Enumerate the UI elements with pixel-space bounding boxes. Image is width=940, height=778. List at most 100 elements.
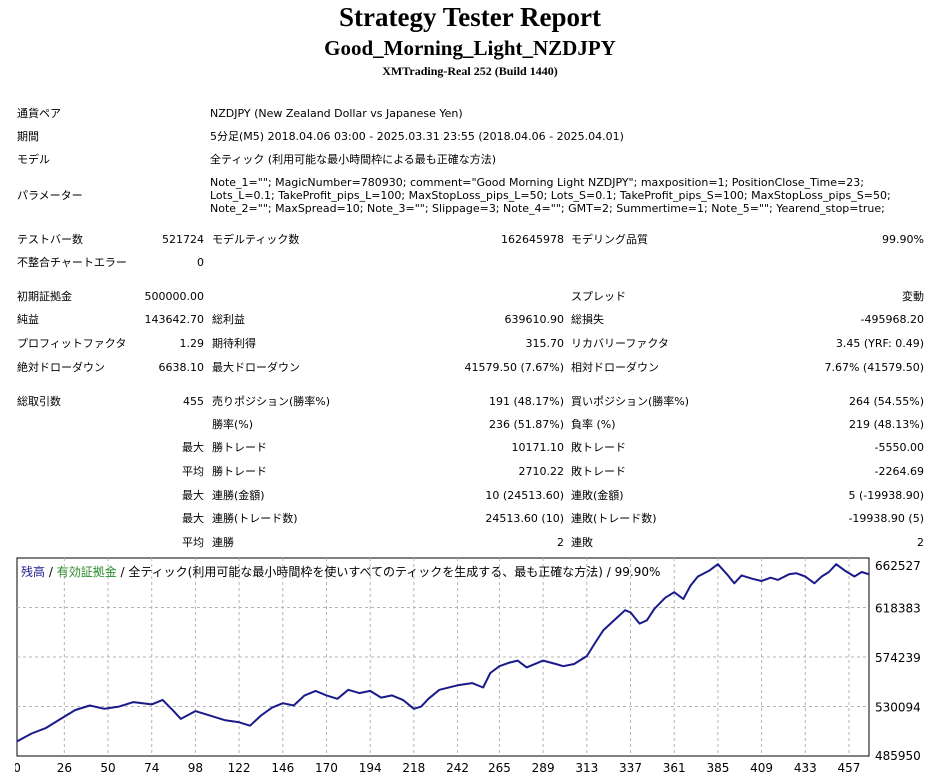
spread-value: 変動 bbox=[902, 290, 924, 303]
model-value: 全ティック (利用可能な最小時間枠による最も正確な方法) bbox=[210, 153, 497, 166]
abs-dd-value: 6638.10 bbox=[158, 361, 205, 374]
trades-label: 総取引数 bbox=[17, 395, 61, 408]
win-pct-label: 勝率(%) bbox=[212, 418, 254, 431]
cons-win-amt-label: 連勝(金額) bbox=[212, 489, 265, 502]
x-tick-label: 218 bbox=[402, 761, 425, 775]
balance-chart-svg: 662527 618383 574239 530094 485950 0 26 50 74 98 1… bbox=[15, 557, 921, 775]
recovery-label: リカバリーファクタ bbox=[571, 337, 669, 350]
max-win-label: 勝トレード bbox=[212, 441, 267, 454]
legend-equity: 有効証拠金 bbox=[56, 565, 117, 579]
legend-separator: / bbox=[602, 565, 615, 579]
x-tick-label: 385 bbox=[706, 761, 729, 775]
x-tick-label: 0 bbox=[15, 761, 21, 775]
net-value: 143642.70 bbox=[144, 313, 205, 326]
pf-value: 1.29 bbox=[179, 337, 205, 350]
x-tick-label: 361 bbox=[663, 761, 686, 775]
avg-label: 平均 bbox=[182, 465, 204, 478]
period-value: 5分足(M5) 2018.04.06 03:00 - 2025.03.31 23… bbox=[210, 130, 624, 143]
loss-pct-value: 219 (48.13%) bbox=[848, 418, 924, 431]
max-label: 最大 bbox=[182, 441, 204, 454]
legend-quality: 99.90% bbox=[614, 565, 661, 579]
x-tick-label: 242 bbox=[446, 761, 469, 775]
avg-loss-label: 敗トレード bbox=[571, 465, 626, 478]
long-value: 264 (54.55%) bbox=[848, 395, 924, 408]
x-tick-label: 98 bbox=[188, 761, 203, 775]
avg-cons-win-label: 連勝 bbox=[212, 536, 234, 549]
avg-win-label: 勝トレード bbox=[212, 465, 267, 478]
short-value: 191 (48.17%) bbox=[488, 395, 564, 408]
cons-loss-amt-value: 5 (-19938.90) bbox=[848, 489, 924, 502]
max-dd-label: 最大ドローダウン bbox=[212, 361, 300, 374]
legend-balance: 残高 bbox=[21, 565, 46, 579]
deposit-label: 初期証拠金 bbox=[17, 290, 72, 303]
gross-profit-value: 639610.90 bbox=[504, 313, 565, 326]
x-tick-label: 409 bbox=[750, 761, 773, 775]
gross-loss-label: 総損失 bbox=[571, 313, 604, 326]
mismatch-value: 0 bbox=[197, 256, 204, 269]
gross-profit-label: 総利益 bbox=[212, 313, 245, 326]
model-label: モデル bbox=[17, 153, 50, 166]
x-tick-label: 122 bbox=[228, 761, 251, 775]
x-tick-label: 457 bbox=[838, 761, 861, 775]
bars-label: テストバー数 bbox=[17, 233, 83, 246]
pair-value: NZDJPY (New Zealand Dollar vs Japanese Y… bbox=[210, 107, 463, 120]
avg-loss-value: -2264.69 bbox=[874, 465, 924, 478]
y-tick-label: 618383 bbox=[875, 602, 921, 616]
x-tick-label: 26 bbox=[57, 761, 72, 775]
avg-cons-win-value: 2 bbox=[557, 536, 564, 549]
report-subtitle: Good_Morning_Light_NZDJPY bbox=[324, 36, 616, 60]
max-loss-label: 敗トレード bbox=[571, 441, 626, 454]
net-label: 純益 bbox=[17, 313, 39, 326]
cons-win-amt-value: 10 (24513.60) bbox=[485, 489, 564, 502]
ticks-value: 162645978 bbox=[501, 233, 564, 246]
balance-series-line bbox=[16, 563, 870, 743]
cons-loss-amt-label: 連敗(金額) bbox=[571, 489, 624, 502]
cons-loss-cnt-label: 連敗(トレード数) bbox=[571, 512, 657, 525]
expected-label: 期待利得 bbox=[212, 337, 256, 350]
bars-value: 521724 bbox=[162, 233, 204, 246]
legend-model: 全ティック(利用可能な最小時間枠を使いすべてのティックを生成する、最も正確な方法… bbox=[128, 565, 603, 579]
max-label: 最大 bbox=[182, 489, 204, 502]
legend-separator: / bbox=[116, 565, 129, 579]
recovery-value: 3.45 (YRF: 0.49) bbox=[835, 337, 924, 350]
max-dd-value: 41579.50 (7.67%) bbox=[464, 361, 564, 374]
report-title: Strategy Tester Report bbox=[339, 2, 601, 32]
rel-dd-label: 相対ドローダウン bbox=[571, 361, 659, 374]
win-pct-value: 236 (51.87%) bbox=[488, 418, 564, 431]
loss-pct-label: 負率 (%) bbox=[571, 418, 616, 431]
pf-label: プロフィットファクタ bbox=[17, 337, 127, 350]
quality-label: モデリング品質 bbox=[571, 233, 648, 246]
quality-value: 99.90% bbox=[882, 233, 924, 246]
gross-loss-value: -495968.20 bbox=[860, 313, 924, 326]
params-value: Note_1=""; MagicNumber=780930; comment="… bbox=[210, 176, 891, 215]
x-tick-label: 289 bbox=[532, 761, 555, 775]
y-tick-label: 530094 bbox=[875, 701, 921, 715]
x-tick-label: 170 bbox=[315, 761, 338, 775]
avg-cons-loss-value: 2 bbox=[917, 536, 924, 549]
trades-value: 455 bbox=[183, 395, 204, 408]
deposit-value: 500000.00 bbox=[144, 290, 205, 303]
balance-chart: 662527 618383 574239 530094 485950 0 26 50 74 98 1… bbox=[15, 557, 935, 778]
x-tick-label: 337 bbox=[619, 761, 642, 775]
x-tick-label: 265 bbox=[488, 761, 511, 775]
params-label: パラメーター bbox=[17, 189, 83, 202]
x-tick-label: 194 bbox=[359, 761, 382, 775]
long-label: 買いポジション(勝率%) bbox=[571, 395, 690, 408]
abs-dd-label: 絶対ドローダウン bbox=[17, 361, 105, 374]
y-tick-label: 485950 bbox=[875, 749, 921, 763]
short-label: 売りポジション(勝率%) bbox=[212, 395, 331, 408]
cons-loss-cnt-value: -19938.90 (5) bbox=[848, 512, 924, 525]
expected-value: 315.70 bbox=[525, 337, 565, 350]
cons-win-cnt-label: 連勝(トレード数) bbox=[212, 512, 298, 525]
period-label: 期間 bbox=[17, 130, 39, 143]
x-tick-label: 50 bbox=[100, 761, 115, 775]
avg-cons-loss-label: 連敗 bbox=[571, 536, 593, 549]
x-tick-label: 146 bbox=[271, 761, 294, 775]
x-tick-label: 74 bbox=[144, 761, 159, 775]
ticks-label: モデルティック数 bbox=[212, 233, 300, 246]
spread-label: スプレッド bbox=[571, 290, 626, 303]
chart-legend: 残高 / 有効証拠金 / 全ティック(利用可能な最小時間枠を使いすべてのティック… bbox=[21, 563, 660, 580]
cons-win-cnt-value: 24513.60 (10) bbox=[485, 512, 564, 525]
report-build: XMTrading-Real 252 (Build 1440) bbox=[382, 64, 558, 78]
legend-separator: / bbox=[45, 565, 57, 579]
